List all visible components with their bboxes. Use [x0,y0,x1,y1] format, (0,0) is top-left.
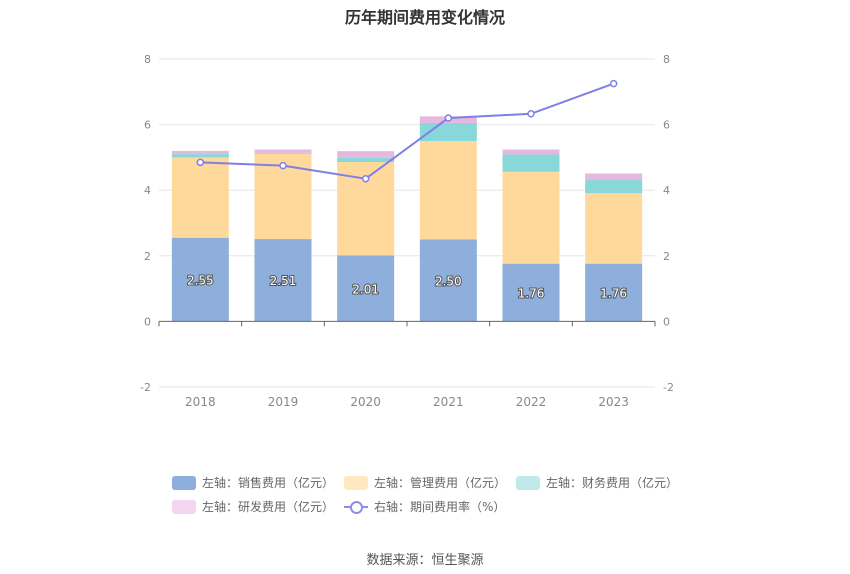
grid-lines [159,58,655,388]
legend-label-finance: 左轴：财务费用（亿元） [546,476,679,490]
legend-swatch-sales [172,475,196,490]
x-tick-label: 2019 [268,395,299,409]
rate-point [444,114,453,122]
bar-0-2018 [171,237,229,322]
left-tick-label: -2 [140,381,151,394]
bar-3-2018 [171,150,229,155]
bar-1-2021 [419,141,477,240]
legend-item-rd[interactable]: 左轴：研发费用（亿元） [172,498,334,515]
left-tick-label: 4 [144,184,151,197]
left-tick-label: 2 [144,250,151,263]
bar-data-label: 1.76 [518,287,545,301]
legend-label-sales: 左轴：销售费用（亿元） [202,476,335,490]
bar-3-2019 [254,149,312,153]
rate-point [609,79,618,88]
rate-point [196,158,205,167]
bar-data-label: 1.76 [600,287,627,301]
bar-1-2023 [585,193,643,264]
bar-2-2019 [254,152,312,154]
x-tick-label: 2021 [433,395,464,409]
right-tick-label: 4 [663,184,670,197]
bar-2-2020 [337,157,395,162]
chart-title: 历年期间费用变化情况 [344,8,505,27]
bar-0-2020 [337,255,395,322]
legend-swatch-finance [516,475,540,490]
bar-3-2022 [502,149,560,155]
bar-3-2020 [337,151,395,158]
bar-2-2022 [502,154,560,172]
bar-data-label: 2.50 [435,274,462,288]
rate-point [361,174,370,183]
rate-line-path [200,82,615,180]
legend-item-rate[interactable]: 右轴：期间费用率（%） [344,498,505,515]
x-tick-label: 2022 [516,395,547,409]
bar-0-2021 [419,239,477,322]
rate-point [527,110,535,118]
legend-swatch-rate [344,500,368,514]
bar-data-label: 2.51 [270,274,297,288]
legend-label-rd: 左轴：研发费用（亿元） [202,500,335,514]
legend-item-admin[interactable]: 左轴：管理费用（亿元） [344,474,506,491]
bar-0-2023 [585,263,643,322]
bar-1-2022 [502,171,560,264]
stacked-bar-line-chart: -2 0 2 4 6 8 -2 0 2 4 6 8 2.55 2.51 2.01 2.50 1.76 1.76… [140,53,674,409]
bar-3-2023 [585,173,643,181]
right-tick-label: 6 [663,119,670,132]
data-source: 数据来源：恒生聚源 [366,553,484,568]
legend-swatch-rd [172,499,196,514]
bar-data-label: 2.01 [352,282,379,296]
bar-2-2018 [171,154,229,158]
left-tick-label: 8 [144,53,151,66]
left-axis-ticks: -2 0 2 4 6 8 [140,53,151,394]
right-tick-label: -2 [663,381,674,394]
bar-2-2023 [585,180,643,194]
bar-data-label: 2.55 [187,274,214,288]
x-tick-label: 2023 [598,395,629,409]
legend-label-admin: 左轴：管理费用（亿元） [374,476,507,490]
x-tick-label: 2020 [350,395,381,409]
bar-1-2018 [171,157,229,238]
rate-point [279,161,287,170]
right-axis-ticks: -2 0 2 4 6 8 [663,53,674,394]
legend-label-rate: 右轴：期间费用率（%） [374,500,506,514]
bars: 2.55 2.51 2.01 2.50 1.76 1.76 [171,116,643,322]
left-tick-label: 0 [144,315,151,328]
right-tick-label: 0 [663,315,670,328]
bar-0-2022 [502,263,560,322]
legend-item-sales[interactable]: 左轴：销售费用（亿元） [172,474,334,491]
bar-0-2019 [254,239,312,322]
legend-swatch-admin [344,475,368,490]
legend-item-finance[interactable]: 左轴：财务费用（亿元） [516,474,678,491]
rate-line [196,79,618,183]
x-axis: 2018 2019 2020 2021 2022 2023 [158,320,656,409]
left-tick-label: 6 [144,119,151,132]
right-tick-label: 2 [663,250,670,263]
x-tick-label: 2018 [185,395,216,409]
right-tick-label: 8 [663,53,670,66]
